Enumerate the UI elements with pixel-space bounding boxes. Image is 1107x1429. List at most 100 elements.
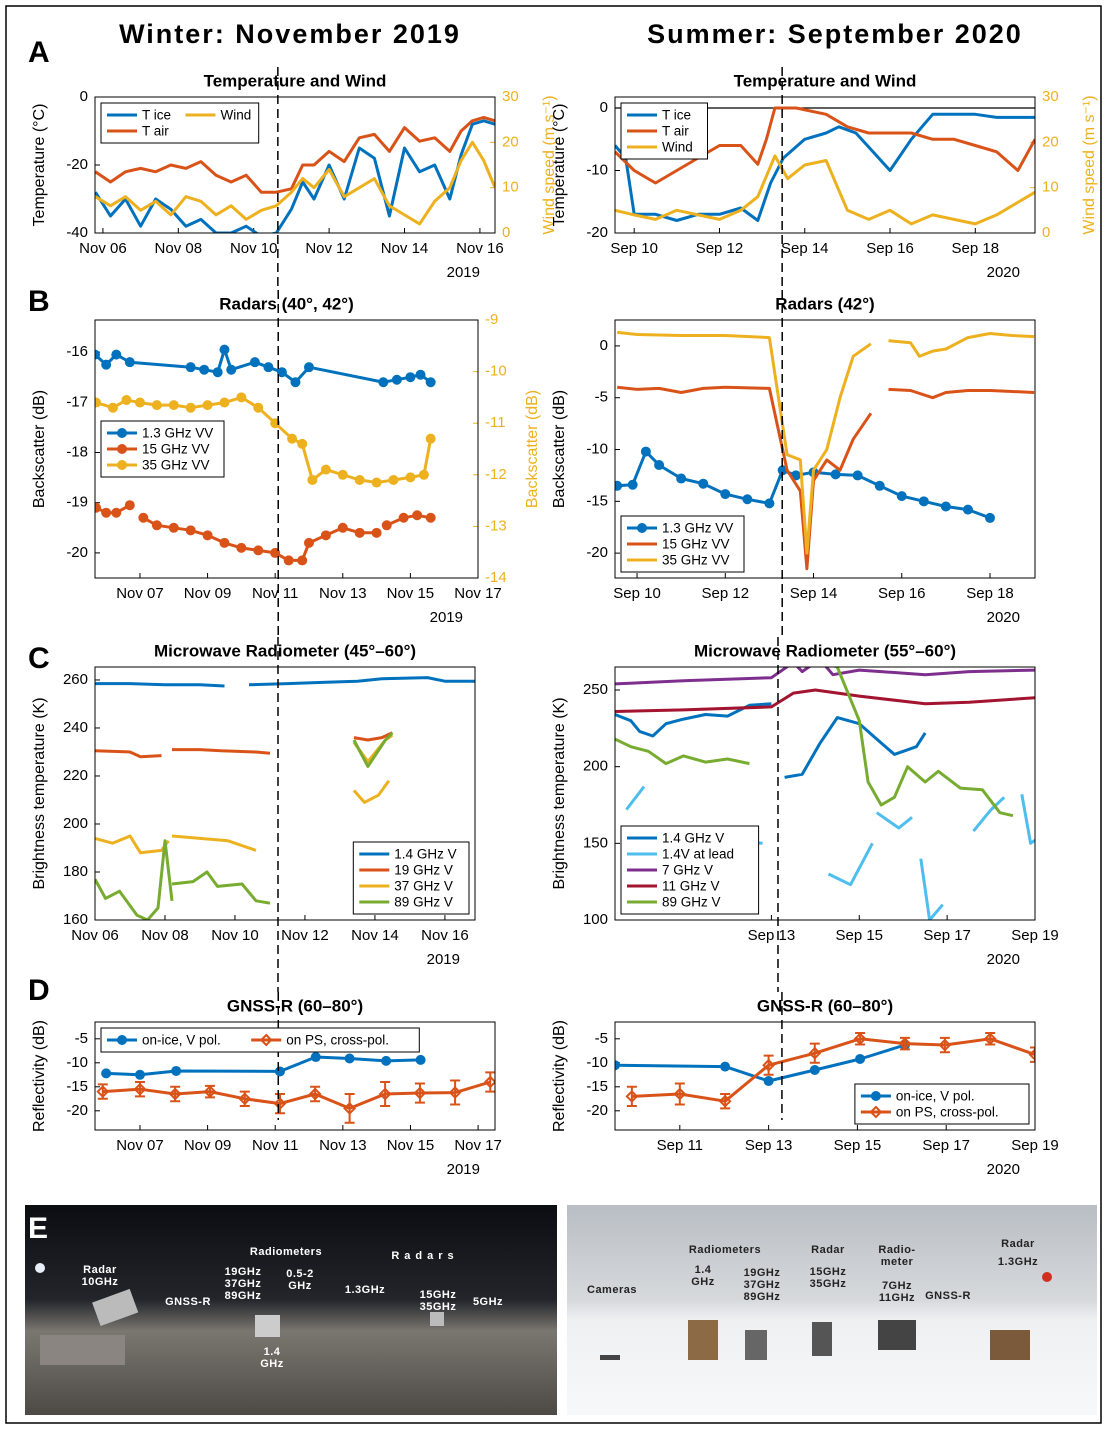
- y-tick-label: 0: [80, 88, 88, 105]
- marker: [297, 438, 308, 449]
- x-tick-label: Nov 13: [319, 1137, 367, 1154]
- x-tick-label: Nov 08: [155, 240, 203, 257]
- x-tick-label: Sep 15: [834, 1137, 882, 1154]
- marker: [307, 474, 318, 485]
- y-tick-label: 100: [583, 911, 608, 928]
- legend-box: [100, 102, 260, 144]
- x-tick-label: Nov 09: [184, 1137, 232, 1154]
- series-line: [615, 1043, 906, 1083]
- photo-label: 35GHz: [810, 1278, 847, 1290]
- marker: [337, 522, 348, 533]
- marker: [101, 1068, 112, 1079]
- plot-area: [615, 106, 1035, 226]
- y2-tick-label: -13: [485, 517, 507, 534]
- x-tick-label: Sep 10: [613, 585, 661, 602]
- chart-title: Microwave Radiometer (55°–60°): [694, 641, 956, 660]
- x-tick-label: Nov 17: [454, 585, 502, 602]
- plot-area: [96, 1052, 495, 1124]
- year-label: 2020: [987, 264, 1020, 281]
- marker: [219, 344, 230, 355]
- marker: [354, 527, 365, 538]
- marker: [673, 1087, 687, 1101]
- x-tick-label: Sep 14: [790, 585, 838, 602]
- photo-summer: [567, 1205, 1097, 1415]
- y-tick-label: -18: [66, 443, 88, 460]
- marker: [637, 523, 647, 533]
- y-tick-label: -10: [586, 440, 608, 457]
- legend-label: 15 GHz VV: [662, 537, 730, 552]
- photo-label: meter: [881, 1256, 914, 1268]
- y2-tick-label: -10: [485, 363, 507, 380]
- photo-label: 11GHz: [879, 1292, 915, 1304]
- series-line: [615, 667, 1014, 818]
- marker: [615, 1060, 620, 1071]
- marker: [344, 1053, 355, 1064]
- chart-title: Radars (42°): [775, 294, 874, 313]
- series-line: [95, 503, 431, 562]
- series-line: [102, 1080, 491, 1110]
- series-line: [617, 330, 1035, 555]
- year-label: 2019: [430, 609, 463, 626]
- x-tick-label: Nov 14: [381, 240, 429, 257]
- marker: [654, 460, 665, 471]
- photo-label: 37GHz: [744, 1279, 781, 1291]
- y2-tick-label: 10: [1042, 179, 1059, 196]
- marker: [425, 433, 436, 444]
- y-tick-label: 240: [63, 719, 88, 736]
- y2-tick-label: 30: [502, 88, 519, 105]
- legend-label: 19 GHz V: [394, 863, 453, 878]
- x-tick-label: Nov 07: [116, 585, 164, 602]
- x-tick-label: Sep 17: [922, 1137, 970, 1154]
- marker: [303, 362, 314, 373]
- x-tick-label: Nov 12: [281, 927, 329, 944]
- marker: [117, 460, 127, 470]
- y-tick-label: 160: [63, 911, 88, 928]
- figure-frame: [5, 5, 1102, 1424]
- y-tick-label: -16: [66, 343, 88, 360]
- legend-label: 35 GHz VV: [662, 553, 730, 568]
- year-label: 2019: [447, 264, 480, 281]
- marker: [95, 349, 100, 360]
- series-line: [95, 676, 475, 688]
- photo-label: GHz: [260, 1358, 284, 1370]
- y-axis-label: Brightness temperature (K): [551, 697, 568, 889]
- marker: [303, 537, 314, 548]
- marker: [762, 1058, 776, 1072]
- photo-label: GHz: [288, 1280, 312, 1292]
- y2-axis-label: Wind speed (m s⁻¹): [541, 95, 558, 234]
- marker: [290, 377, 301, 388]
- x-tick-label: Sep 13: [745, 1137, 793, 1154]
- legend-label: 1.4 GHz V: [662, 831, 724, 846]
- x-tick-label: Sep 12: [702, 585, 750, 602]
- x-tick-label: Sep 19: [1011, 927, 1059, 944]
- y2-tick-label: 0: [1042, 224, 1050, 241]
- photo-label: 10GHz: [82, 1276, 119, 1288]
- legend-label: T air: [142, 124, 169, 139]
- axes-box: [94, 319, 479, 579]
- marker: [111, 507, 122, 518]
- marker: [273, 1097, 287, 1111]
- marker: [720, 489, 731, 500]
- y2-tick-label: 20: [502, 133, 519, 150]
- series-line: [106, 1055, 421, 1077]
- y-tick-label: 0: [600, 337, 608, 354]
- series-line: [95, 119, 495, 233]
- photo-label: Radio-: [878, 1244, 915, 1256]
- y2-tick-label: -12: [485, 466, 507, 483]
- y-tick-label: -15: [66, 1078, 88, 1095]
- marker: [415, 1054, 426, 1065]
- y-tick-label: -40: [66, 224, 88, 241]
- legend-label: 11 GHz V: [662, 879, 720, 894]
- photo-label: GNSS-R: [165, 1296, 211, 1308]
- series-line: [615, 702, 927, 779]
- marker: [763, 1076, 774, 1087]
- marker: [448, 1086, 462, 1099]
- series-line: [95, 731, 394, 759]
- x-tick-label: Nov 09: [184, 585, 232, 602]
- y-tick-label: -17: [66, 393, 88, 410]
- legend-label: 89 GHz V: [662, 895, 721, 910]
- chart-title: GNSS-R (60–80°): [757, 996, 893, 1015]
- photo-label: 19GHz: [225, 1266, 262, 1278]
- x-tick-label: Nov 12: [305, 240, 353, 257]
- chart-title: Temperature and Wind: [204, 71, 387, 90]
